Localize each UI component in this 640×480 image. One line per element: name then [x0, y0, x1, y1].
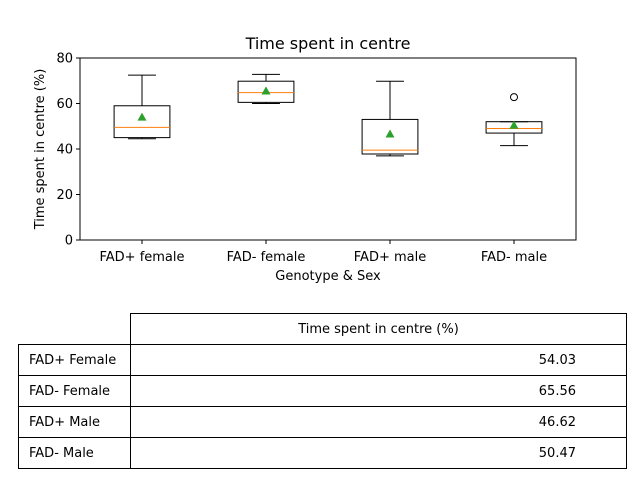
table-row: FAD- Female 65.56	[18, 375, 627, 407]
table-header-row: Time spent in centre (%)	[18, 313, 627, 345]
x-tick-label: FAD+ male	[354, 250, 426, 265]
y-tick-label: 20	[56, 188, 73, 203]
iqr-box	[361, 118, 419, 155]
table-row-label: FAD+ Male	[18, 406, 131, 438]
x-tick-label: FAD- male	[481, 250, 547, 265]
y-tick-label: 0	[65, 234, 73, 249]
x-axis-label: Genotype & Sex	[275, 269, 381, 284]
table-row: FAD+ Male 46.62	[18, 406, 627, 438]
plot-frame	[79, 57, 577, 241]
table-cell-value: 46.62	[130, 406, 627, 438]
table-column-header: Time spent in centre (%)	[130, 313, 627, 345]
summary-table: Time spent in centre (%) FAD+ Female 54.…	[18, 313, 627, 469]
y-tick-label: 40	[56, 143, 73, 158]
x-tick-label: FAD- female	[227, 250, 306, 265]
table-row-label: FAD- Female	[18, 375, 131, 407]
x-tick-label: FAD+ female	[99, 250, 184, 265]
y-axis-label: Time spent in centre (%)	[33, 69, 48, 231]
iqr-box	[113, 105, 171, 139]
y-tick-label: 80	[56, 52, 73, 67]
table-row-label: FAD- Male	[18, 437, 131, 469]
mean-marker	[385, 129, 395, 138]
y-tick-label: 60	[56, 97, 73, 112]
table-cell-value: 50.47	[130, 437, 627, 469]
chart-title: Time spent in centre	[245, 34, 411, 53]
iqr-box	[237, 80, 295, 103]
table-corner-cell	[18, 313, 131, 345]
table-cell-value: 54.03	[130, 344, 627, 376]
box-plot-chart: Time spent in centre 0 20 40 60 80 FAD+ femal…	[33, 34, 577, 284]
table-row: FAD- Male 50.47	[18, 437, 627, 469]
outlier-point	[510, 93, 518, 102]
mean-marker	[137, 112, 147, 121]
mean-marker	[261, 86, 271, 95]
table-row-label: FAD+ Female	[18, 344, 131, 376]
table-cell-value: 65.56	[130, 375, 627, 407]
plot-area: 0 20 40 60 80 FAD+ female FAD- female FAD+ male…	[56, 52, 547, 266]
table-row: FAD+ Female 54.03	[18, 344, 627, 376]
mean-marker	[509, 120, 519, 129]
